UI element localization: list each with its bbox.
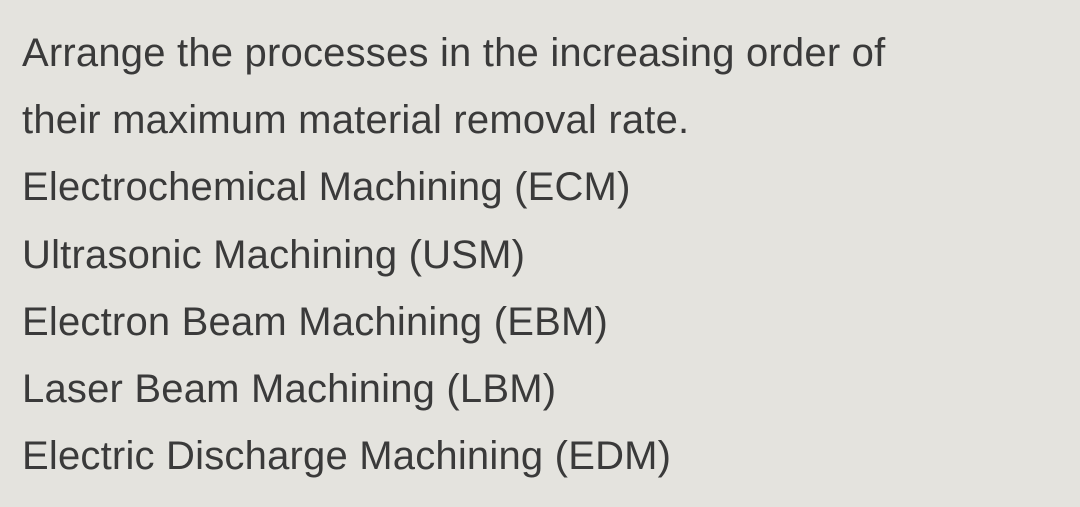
question-text-block: Arrange the processes in the increasing … [22,20,1058,490]
text-line: their maximum material removal rate. [22,87,1058,154]
text-line: Arrange the processes in the increasing … [22,20,1058,87]
text-line: Electric Discharge Machining (EDM) [22,423,1058,490]
text-line: Electron Beam Machining (EBM) [22,289,1058,356]
text-line: Ultrasonic Machining (USM) [22,222,1058,289]
text-line: Electrochemical Machining (ECM) [22,154,1058,221]
text-line: Laser Beam Machining (LBM) [22,356,1058,423]
